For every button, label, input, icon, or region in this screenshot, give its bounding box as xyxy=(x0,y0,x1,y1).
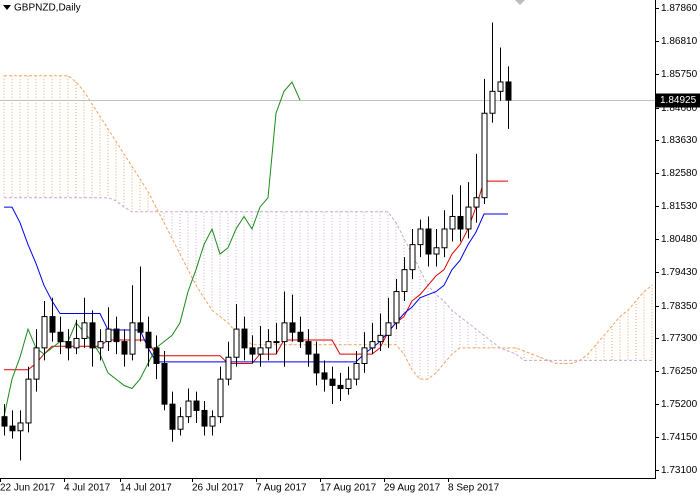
candle-body xyxy=(81,322,88,339)
candle-body xyxy=(137,322,144,333)
candle-body xyxy=(481,112,488,199)
candle-body xyxy=(233,328,240,358)
candle-body xyxy=(249,347,256,355)
candle-body xyxy=(65,341,72,349)
candle-body xyxy=(161,363,168,405)
current-price-box xyxy=(656,93,700,108)
candle-body xyxy=(313,353,320,374)
x-tick-label: 29 Aug 2017 xyxy=(384,483,441,494)
candle-body xyxy=(177,416,184,430)
candle-body xyxy=(129,322,136,355)
candle-body xyxy=(297,331,304,343)
indicator-line xyxy=(4,180,508,371)
y-tick-label: 1.73100 xyxy=(661,465,698,476)
candle-body xyxy=(105,328,112,343)
candle-body xyxy=(217,378,224,418)
y-tick-label: 1.83630 xyxy=(661,135,698,146)
y-tick-label: 1.87860 xyxy=(661,3,698,14)
y-tick-label: 1.78350 xyxy=(661,301,698,312)
y-tick-label: 1.85750 xyxy=(661,69,698,80)
indicator-line xyxy=(3,81,301,417)
candle-body xyxy=(441,228,448,249)
x-tick-label: 8 Sep 2017 xyxy=(448,483,500,494)
candle-body xyxy=(153,347,160,365)
candle-body xyxy=(25,378,32,424)
candle-body xyxy=(465,206,472,230)
candle-body xyxy=(489,90,496,114)
plot xyxy=(0,22,655,461)
y-tick-label: 1.82580 xyxy=(661,168,698,179)
y-tick-label: 1.76250 xyxy=(661,366,698,377)
x-tick-label: 26 Jul 2017 xyxy=(192,483,244,494)
candle-body xyxy=(321,372,328,380)
candle-body xyxy=(289,322,296,333)
candle-body xyxy=(145,331,152,349)
candle-body xyxy=(377,334,384,343)
shift-marker[interactable] xyxy=(515,0,525,5)
candle-body xyxy=(41,316,48,349)
candle-body xyxy=(337,384,344,390)
y-tick-label: 1.74150 xyxy=(661,432,698,443)
y-tick-label: 1.84660 xyxy=(661,103,698,114)
candle-body xyxy=(433,247,440,255)
indicator-line xyxy=(4,206,508,363)
candle-body xyxy=(329,378,336,386)
candle-body xyxy=(281,322,288,343)
candle-body xyxy=(241,328,248,349)
y-tick-label: 1.79430 xyxy=(661,267,698,278)
candle-body xyxy=(305,341,312,355)
x-tick-label: 4 Jul 2017 xyxy=(64,483,111,494)
symbol-menu-icon[interactable] xyxy=(3,5,11,10)
candle-body xyxy=(193,400,200,411)
candle-body xyxy=(209,416,216,427)
y-tick-label: 1.75200 xyxy=(661,399,698,410)
candle-body xyxy=(425,228,432,255)
chart-title: GBPNZD,Daily xyxy=(14,3,81,14)
candle-body xyxy=(185,400,192,418)
axes: 1.73100 1.74150 1.75200 1.76250 1.77300 1.783… xyxy=(0,3,700,494)
candle-body xyxy=(353,363,360,380)
candle-body xyxy=(265,341,272,349)
candle-body xyxy=(17,422,24,432)
candle-body xyxy=(369,341,376,349)
candle-body xyxy=(409,244,416,271)
candle-body xyxy=(49,316,56,333)
candle-body xyxy=(385,322,392,336)
candle-body xyxy=(89,322,96,349)
candle-body xyxy=(345,378,352,390)
x-tick-label: 7 Aug 2017 xyxy=(256,483,307,494)
current-price-label: 1.84925 xyxy=(660,95,697,106)
candle-body xyxy=(169,403,176,430)
y-tick-label: 1.80480 xyxy=(661,234,698,245)
candle-body xyxy=(113,328,120,343)
y-tick-label: 1.81530 xyxy=(661,201,698,212)
candle-body xyxy=(505,81,512,101)
candle-body xyxy=(473,197,480,208)
candle-body xyxy=(121,341,128,355)
y-tick-label: 1.86810 xyxy=(661,36,698,47)
candle-body xyxy=(57,331,64,343)
candle-body xyxy=(393,291,400,324)
candle-body xyxy=(457,215,464,230)
candle-body xyxy=(417,228,424,246)
candle-body xyxy=(449,215,456,230)
candle-body xyxy=(257,347,264,355)
candle-body xyxy=(401,269,408,293)
x-tick-label: 17 Aug 2017 xyxy=(320,483,377,494)
candle-body xyxy=(73,337,80,349)
candle-body xyxy=(497,81,504,92)
candle-body xyxy=(1,416,8,427)
candle-body xyxy=(361,347,368,365)
candle-body xyxy=(273,341,280,344)
candle-body xyxy=(201,409,208,427)
x-tick-label: 22 Jun 2017 xyxy=(0,483,55,494)
candle-body xyxy=(9,425,16,432)
candle-body xyxy=(97,341,104,349)
candle-body xyxy=(33,347,40,380)
candle-body xyxy=(225,356,232,380)
y-tick-label: 1.77300 xyxy=(661,333,698,344)
x-tick-label: 14 Jul 2017 xyxy=(120,483,172,494)
